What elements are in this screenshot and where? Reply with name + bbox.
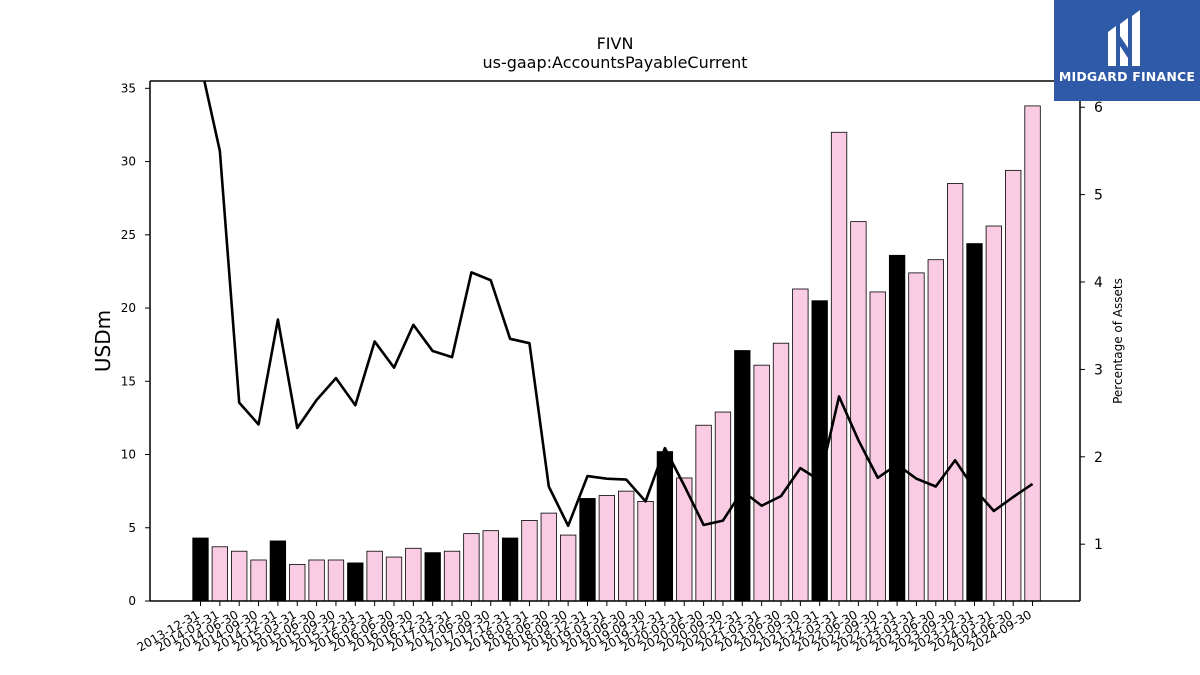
bar bbox=[424, 552, 441, 602]
y-tick-label-right: 4 bbox=[1094, 275, 1103, 291]
bar bbox=[811, 300, 828, 602]
y-tick-label-left: 15 bbox=[121, 374, 136, 388]
bar bbox=[714, 411, 732, 602]
bar bbox=[250, 559, 267, 602]
bar bbox=[560, 534, 577, 602]
bar bbox=[501, 537, 519, 602]
midgard-logo-icon bbox=[1108, 10, 1140, 66]
bar bbox=[289, 563, 306, 602]
chart-title: FIVN bbox=[597, 34, 634, 53]
bar bbox=[405, 547, 422, 602]
brand-name: MIDGARD FINANCE bbox=[1058, 69, 1196, 84]
y-tick-label-left: 20 bbox=[121, 301, 136, 315]
bar bbox=[888, 254, 906, 602]
bar bbox=[830, 131, 848, 602]
bar bbox=[966, 243, 983, 602]
y-axis-label-left: USDm bbox=[91, 310, 115, 372]
y-tick-label-left: 30 bbox=[121, 155, 136, 169]
bar bbox=[192, 537, 209, 602]
y-tick-label-right: 1 bbox=[1094, 537, 1103, 553]
bar bbox=[521, 520, 538, 602]
y-tick-label-right: 5 bbox=[1094, 188, 1103, 204]
bar bbox=[540, 512, 557, 602]
bar bbox=[385, 556, 403, 602]
y-axis-label-right: Percentage of Assets bbox=[1111, 278, 1125, 404]
bar bbox=[231, 550, 248, 602]
y-tick-label-left: 25 bbox=[121, 228, 136, 242]
bar-series bbox=[192, 105, 1041, 602]
bar bbox=[985, 225, 1002, 602]
y-tick-label-right: 2 bbox=[1094, 450, 1103, 466]
y-tick-label-left: 5 bbox=[128, 521, 136, 535]
bar bbox=[927, 259, 944, 602]
bar bbox=[792, 288, 809, 602]
bar bbox=[269, 540, 287, 602]
bar bbox=[211, 546, 229, 602]
y-tick-label-right: 3 bbox=[1094, 362, 1103, 378]
bar bbox=[308, 559, 325, 602]
bar bbox=[327, 559, 345, 602]
bar bbox=[618, 490, 635, 602]
bar bbox=[366, 550, 383, 602]
brand-logo: MIDGARD FINANCE bbox=[1054, 0, 1200, 101]
bar bbox=[656, 451, 674, 602]
bar bbox=[772, 342, 790, 602]
bar bbox=[753, 364, 770, 602]
bar bbox=[598, 495, 615, 602]
y-tick-label-left: 0 bbox=[128, 594, 136, 608]
bar bbox=[637, 500, 654, 602]
y-tick-label-right: 6 bbox=[1094, 100, 1103, 116]
line-series bbox=[203, 81, 1034, 528]
bar bbox=[947, 183, 964, 602]
bar bbox=[443, 550, 461, 602]
bar bbox=[1005, 169, 1022, 602]
bar bbox=[869, 291, 886, 602]
percentage-line bbox=[203, 81, 1034, 528]
bar bbox=[579, 498, 596, 602]
bar bbox=[1024, 105, 1041, 602]
chart-subtitle: us-gaap:AccountsPayableCurrent bbox=[482, 53, 747, 72]
y-tick-label-left: 35 bbox=[121, 81, 136, 95]
bar bbox=[734, 350, 751, 602]
bar bbox=[463, 533, 480, 602]
bar bbox=[347, 562, 364, 602]
bar bbox=[482, 530, 499, 602]
bar bbox=[850, 221, 867, 602]
y-tick-label-left: 10 bbox=[121, 448, 136, 462]
bar bbox=[908, 272, 925, 602]
